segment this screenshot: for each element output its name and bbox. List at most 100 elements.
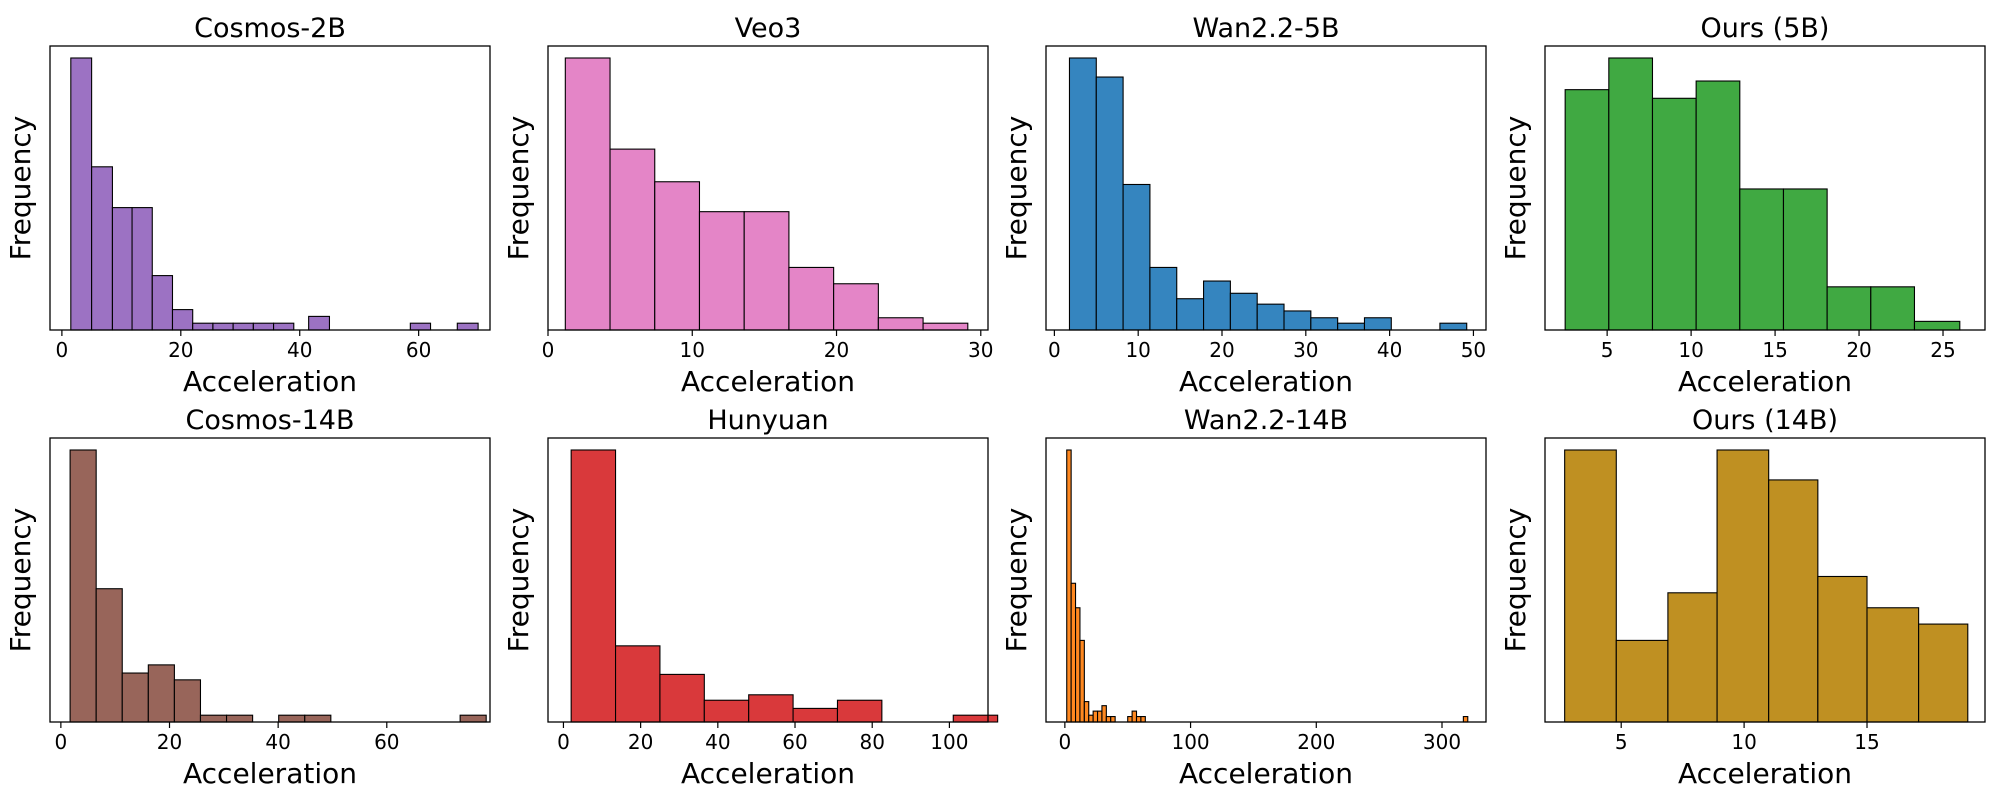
chart-4: 0 20 40 60 Cosmos-14B Acceleration Frequency bbox=[4, 405, 491, 790]
chart-0-bar-3 bbox=[131, 207, 153, 331]
chart-6-bar-3 bbox=[1079, 639, 1085, 723]
chart-2-bar-0 bbox=[1068, 57, 1097, 331]
chart-2-ylabel: Frequency bbox=[1000, 116, 1033, 261]
chart-6-xtick-label-1: 100 bbox=[1171, 730, 1209, 754]
chart-4-bar-9 bbox=[459, 714, 487, 723]
chart-0-bar-4 bbox=[151, 275, 174, 331]
chart-1-xtick-label-1: 10 bbox=[680, 338, 705, 362]
chart-3-bar-1 bbox=[1608, 57, 1654, 331]
chart-5-ylabel: Frequency bbox=[502, 508, 535, 653]
chart-2-bar-6 bbox=[1229, 292, 1258, 331]
chart-6-bar-14 bbox=[1140, 716, 1146, 723]
chart-7-xlabel: Acceleration bbox=[1678, 757, 1852, 790]
chart-6: 0 100 200 300 Wan2.2-14B Acceleration Frequenc… bbox=[1000, 405, 1487, 790]
chart-0-bar-0 bbox=[70, 57, 93, 331]
chart-6-xtick-label-0: 0 bbox=[1058, 730, 1071, 754]
chart-4-axes-frame bbox=[49, 437, 491, 723]
chart-2-bar-12 bbox=[1439, 322, 1468, 331]
chart-2-xtick-label-3: 30 bbox=[1293, 338, 1318, 362]
chart-0-xlabel: Acceleration bbox=[183, 365, 357, 398]
chart-5-bar-1 bbox=[614, 645, 661, 723]
chart-6-bar-8 bbox=[1101, 705, 1107, 723]
chart-5-xtick-label-1: 20 bbox=[628, 730, 653, 754]
chart-0-bar-2 bbox=[111, 207, 133, 331]
chart-5-xtick-label-5: 100 bbox=[930, 730, 968, 754]
chart-4-bar-6 bbox=[225, 714, 254, 723]
chart-3-xtick-label-1: 10 bbox=[1678, 338, 1703, 362]
chart-7-bar-0 bbox=[1564, 449, 1617, 723]
chart-7-bar-6 bbox=[1866, 607, 1920, 723]
chart-6-bar-12 bbox=[1131, 710, 1138, 723]
chart-2: 0 10 20 30 40 50 Wan2.2-5B Acceleration Frequenc… bbox=[1000, 13, 1487, 398]
chart-5-xtick-label-4: 80 bbox=[859, 730, 884, 754]
chart-7-bar-7 bbox=[1918, 623, 1969, 723]
chart-6-bar-1 bbox=[1070, 582, 1077, 723]
chart-4-xlabel: Acceleration bbox=[183, 757, 357, 790]
chart-5-bar-0 bbox=[570, 449, 617, 723]
chart-6-bar-7 bbox=[1096, 710, 1103, 723]
chart-6-xlabel: Acceleration bbox=[1179, 757, 1353, 790]
chart-0-xtick-label-2: 40 bbox=[287, 338, 312, 362]
chart-0-bar-8 bbox=[232, 322, 254, 331]
chart-1-bar-8 bbox=[922, 322, 969, 331]
chart-5-title: Hunyuan bbox=[707, 405, 828, 436]
chart-7-bar-5 bbox=[1817, 575, 1868, 723]
chart-4-xtick-label-1: 20 bbox=[157, 730, 182, 754]
chart-6-xtick-label-2: 200 bbox=[1297, 730, 1335, 754]
chart-6-bar-2 bbox=[1074, 607, 1081, 723]
chart-5: 0 20 40 60 80 100 Hunyuan Acceleration Frequency bbox=[502, 405, 999, 790]
chart-6-bar-6 bbox=[1092, 710, 1099, 723]
chart-0-bar-1 bbox=[91, 166, 113, 331]
chart-3: 5 10 15 20 25 Ours (5B) Acceleration Frequency bbox=[1499, 13, 1986, 398]
chart-0: 0 20 40 60 Cosmos-2B Acceleration Frequency bbox=[4, 13, 491, 398]
chart-5-xtick-label-2: 40 bbox=[705, 730, 730, 754]
chart-2-xtick-label-5: 50 bbox=[1461, 338, 1486, 362]
chart-3-bar-2 bbox=[1651, 97, 1697, 331]
chart-0-bar-5 bbox=[171, 309, 194, 331]
chart-6-bar-0 bbox=[1066, 449, 1072, 723]
chart-3-bar-3 bbox=[1695, 80, 1741, 331]
chart-1-xtick-label-2: 20 bbox=[824, 338, 849, 362]
chart-6-xtick-label-3: 300 bbox=[1423, 730, 1461, 754]
chart-3-bar-8 bbox=[1913, 320, 1961, 331]
chart-3-bar-7 bbox=[1870, 286, 1916, 331]
chart-7-bar-2 bbox=[1667, 592, 1718, 723]
chart-7-bar-1 bbox=[1615, 639, 1669, 723]
chart-2-bar-5 bbox=[1203, 280, 1231, 331]
chart-1: 0 10 20 30 Veo3 Acceleration Frequency bbox=[502, 13, 994, 398]
chart-1-axes-frame bbox=[547, 45, 989, 331]
chart-2-bar-8 bbox=[1283, 310, 1312, 331]
chart-2-bar-2 bbox=[1122, 183, 1151, 331]
chart-0-bar-11 bbox=[308, 315, 331, 331]
chart-1-bar-4 bbox=[743, 211, 790, 331]
chart-7-xtick-label-1: 10 bbox=[1731, 730, 1756, 754]
chart-5-xlabel: Acceleration bbox=[681, 757, 855, 790]
chart-0-xtick-label-1: 20 bbox=[168, 338, 193, 362]
chart-4-ylabel: Frequency bbox=[4, 508, 37, 653]
chart-2-xtick-label-1: 10 bbox=[1125, 338, 1150, 362]
chart-1-bar-6 bbox=[833, 283, 879, 331]
chart-6-title: Wan2.2-14B bbox=[1184, 405, 1348, 436]
chart-2-bar-9 bbox=[1310, 317, 1339, 331]
chart-3-xtick-label-2: 15 bbox=[1762, 338, 1787, 362]
chart-6-bar-15 bbox=[1462, 716, 1469, 723]
chart-2-xlabel: Acceleration bbox=[1179, 365, 1353, 398]
chart-3-title: Ours (5B) bbox=[1701, 13, 1830, 44]
chart-1-xtick-label-3: 30 bbox=[968, 338, 993, 362]
chart-6-bar-10 bbox=[1110, 716, 1116, 723]
chart-3-xlabel: Acceleration bbox=[1678, 365, 1852, 398]
chart-0-title: Cosmos-2B bbox=[194, 13, 346, 44]
chart-1-bar-7 bbox=[877, 317, 924, 331]
chart-1-bar-2 bbox=[654, 181, 701, 331]
chart-0-bar-13 bbox=[456, 322, 479, 331]
chart-6-bar-5 bbox=[1088, 714, 1094, 723]
chart-1-ylabel: Frequency bbox=[502, 116, 535, 261]
chart-6-bar-11 bbox=[1127, 716, 1133, 723]
chart-1-bar-0 bbox=[564, 57, 611, 331]
chart-4-bar-7 bbox=[278, 714, 306, 723]
chart-4-bar-4 bbox=[173, 679, 202, 723]
chart-7: 5 10 15 Ours (14B) Acceleration Frequency bbox=[1499, 405, 1986, 790]
chart-2-bar-10 bbox=[1337, 322, 1366, 331]
chart-4-bar-1 bbox=[95, 588, 123, 723]
chart-5-bar-5 bbox=[792, 707, 839, 723]
